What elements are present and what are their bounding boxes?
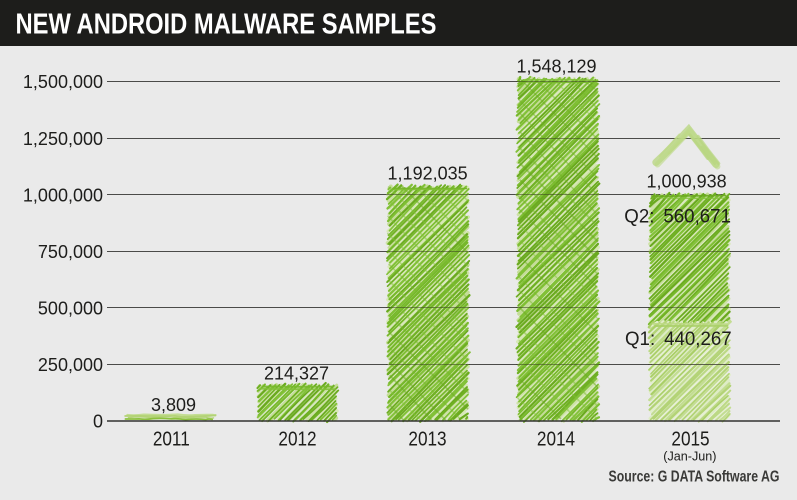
svg-text:214,327: 214,327 xyxy=(264,363,329,383)
svg-text:0: 0 xyxy=(93,412,103,432)
svg-text:NEW ANDROID MALWARE SAMPLES: NEW ANDROID MALWARE SAMPLES xyxy=(16,7,437,40)
svg-text:2014: 2014 xyxy=(537,427,575,450)
svg-text:Source: G DATA Software AG: Source: G DATA Software AG xyxy=(609,468,780,486)
svg-text:1,000,938: 1,000,938 xyxy=(647,171,727,191)
svg-text:2015: 2015 xyxy=(671,427,709,450)
svg-text:Q2: 560,671: Q2: 560,671 xyxy=(624,205,731,226)
svg-text:2012: 2012 xyxy=(278,427,316,450)
svg-text:(Jan-Jun): (Jan-Jun) xyxy=(663,448,716,463)
svg-text:1,000,000: 1,000,000 xyxy=(23,185,103,205)
svg-text:750,000: 750,000 xyxy=(38,242,103,262)
svg-text:1,192,035: 1,192,035 xyxy=(388,164,468,184)
svg-text:3,809: 3,809 xyxy=(151,395,196,415)
svg-text:1,250,000: 1,250,000 xyxy=(23,129,103,149)
svg-text:2011: 2011 xyxy=(153,427,190,450)
svg-text:250,000: 250,000 xyxy=(38,355,103,375)
svg-text:2013: 2013 xyxy=(408,427,446,450)
svg-text:500,000: 500,000 xyxy=(38,299,103,319)
svg-text:1,548,129: 1,548,129 xyxy=(516,57,596,77)
svg-text:1,500,000: 1,500,000 xyxy=(23,72,103,92)
svg-text:Q1: 440,267: Q1: 440,267 xyxy=(625,328,732,349)
